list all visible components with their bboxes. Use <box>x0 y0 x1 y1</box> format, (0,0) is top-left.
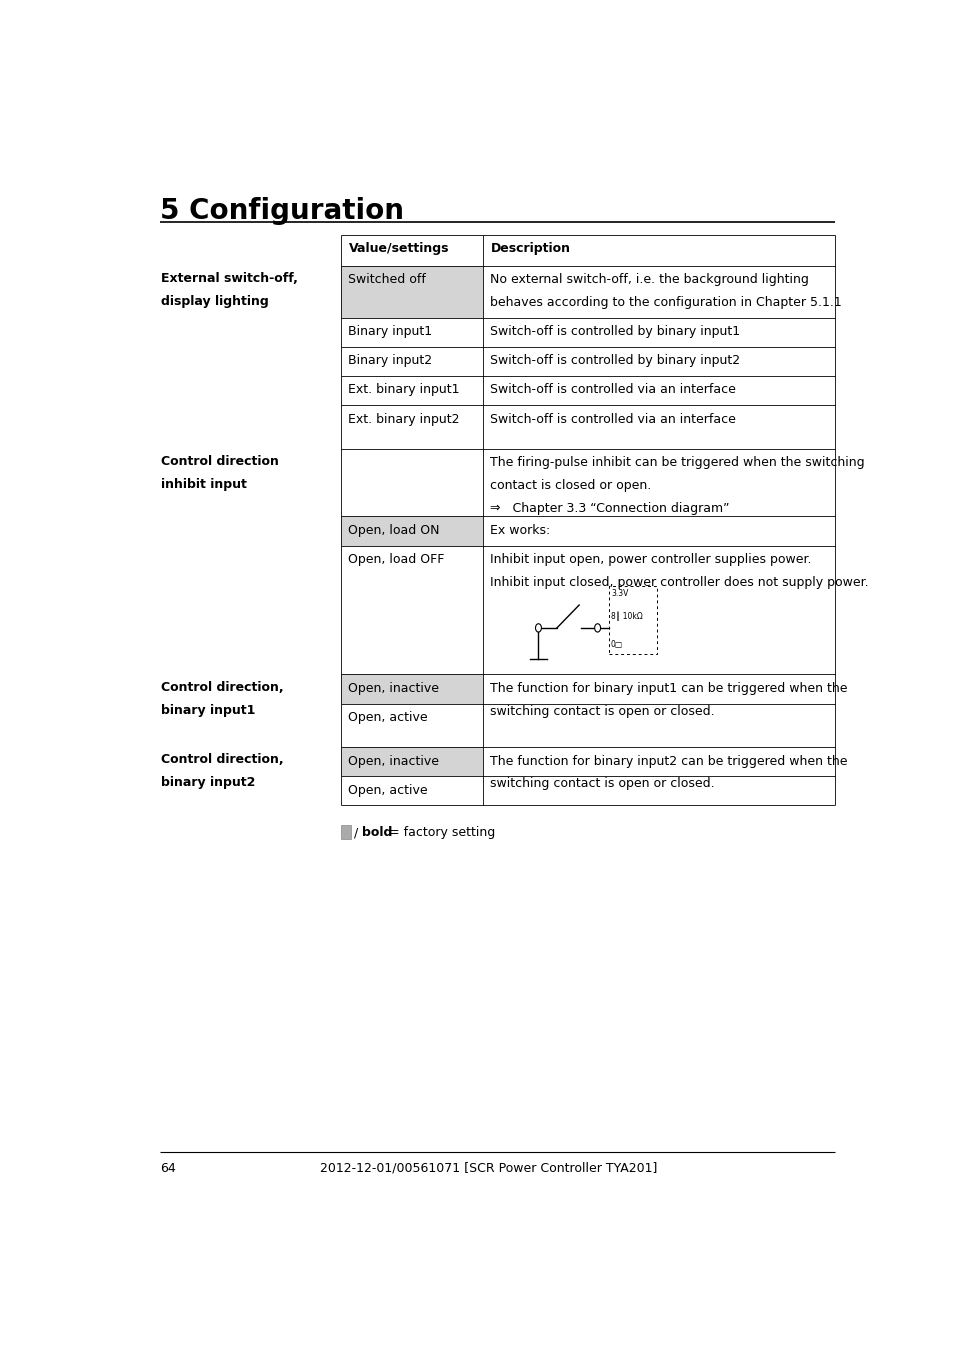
Text: /: / <box>354 826 362 840</box>
Text: Control direction: Control direction <box>161 455 279 468</box>
Text: No external switch-off, i.e. the background lighting: No external switch-off, i.e. the backgro… <box>490 273 808 286</box>
Text: The function for binary input2 can be triggered when the: The function for binary input2 can be tr… <box>490 755 847 768</box>
Text: Open, load OFF: Open, load OFF <box>348 554 444 566</box>
Text: behaves according to the configuration in Chapter 5.1.1: behaves according to the configuration i… <box>490 296 841 309</box>
Text: Open, inactive: Open, inactive <box>348 755 439 768</box>
Bar <box>341 825 351 838</box>
Text: Switch-off is controlled via an interface: Switch-off is controlled via an interfac… <box>490 383 736 397</box>
Bar <box>341 675 482 703</box>
Text: 2012-12-01/00561071 [SCR Power Controller TYA201]: 2012-12-01/00561071 [SCR Power Controlle… <box>320 1162 657 1174</box>
Text: Binary input2: Binary input2 <box>348 354 432 367</box>
Text: 8║ 10kΩ: 8║ 10kΩ <box>610 612 642 621</box>
Text: inhibit input: inhibit input <box>161 478 247 491</box>
Text: The firing-pulse inhibit can be triggered when the switching: The firing-pulse inhibit can be triggere… <box>490 456 864 470</box>
Text: 64: 64 <box>160 1162 175 1174</box>
Text: bold: bold <box>361 826 392 840</box>
Text: 3.3V: 3.3V <box>610 590 628 598</box>
Text: Ext. binary input1: Ext. binary input1 <box>348 383 459 397</box>
Bar <box>341 266 482 319</box>
Circle shape <box>594 624 600 632</box>
Text: Open, active: Open, active <box>348 783 428 796</box>
Bar <box>608 586 656 653</box>
Text: Open, inactive: Open, inactive <box>348 682 439 695</box>
Text: Ext. binary input2: Ext. binary input2 <box>348 413 459 425</box>
Text: contact is closed or open.: contact is closed or open. <box>490 479 651 491</box>
Circle shape <box>535 624 541 632</box>
Text: Value/settings: Value/settings <box>348 242 449 255</box>
Text: binary input2: binary input2 <box>161 776 255 790</box>
Text: 0□: 0□ <box>610 640 622 649</box>
Text: switching contact is open or closed.: switching contact is open or closed. <box>490 705 715 718</box>
Text: External switch-off,: External switch-off, <box>161 273 298 285</box>
Text: Description: Description <box>490 242 570 255</box>
Text: Switch-off is controlled by binary input1: Switch-off is controlled by binary input… <box>490 325 740 339</box>
Text: The function for binary input1 can be triggered when the: The function for binary input1 can be tr… <box>490 682 847 695</box>
Text: = factory setting: = factory setting <box>385 826 496 840</box>
Text: Switched off: Switched off <box>348 273 426 286</box>
Text: Switch-off is controlled by binary input2: Switch-off is controlled by binary input… <box>490 354 740 367</box>
Text: Open, active: Open, active <box>348 711 428 724</box>
Text: Control direction,: Control direction, <box>161 680 284 694</box>
Text: Switch-off is controlled via an interface: Switch-off is controlled via an interfac… <box>490 413 736 425</box>
Text: switching contact is open or closed.: switching contact is open or closed. <box>490 778 715 790</box>
Text: Control direction,: Control direction, <box>161 753 284 767</box>
Text: display lighting: display lighting <box>161 296 269 308</box>
Text: Inhibit input closed, power controller does not supply power.: Inhibit input closed, power controller d… <box>490 575 868 589</box>
Text: Binary input1: Binary input1 <box>348 325 432 339</box>
Bar <box>341 748 482 776</box>
Text: Ex works:: Ex works: <box>490 524 550 537</box>
Text: binary input1: binary input1 <box>161 703 255 717</box>
Text: 5 Configuration: 5 Configuration <box>160 197 403 225</box>
Text: ⇒   Chapter 3.3 “Connection diagram”: ⇒ Chapter 3.3 “Connection diagram” <box>490 502 729 514</box>
Text: Open, load ON: Open, load ON <box>348 524 439 537</box>
Text: Inhibit input open, power controller supplies power.: Inhibit input open, power controller sup… <box>490 554 811 566</box>
Bar <box>341 517 482 545</box>
